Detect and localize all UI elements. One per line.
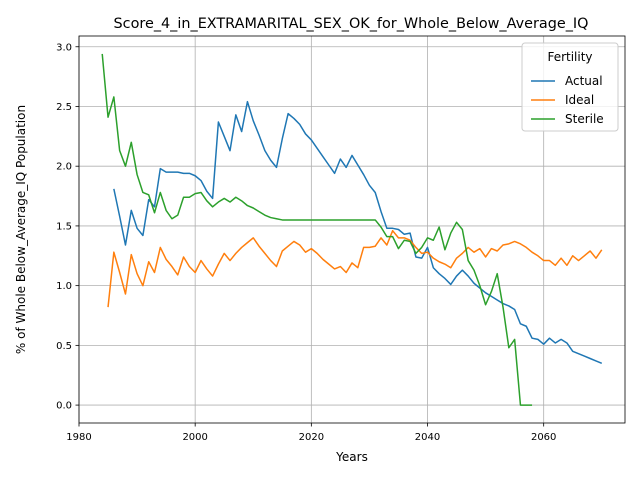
- legend-title: Fertility: [547, 50, 592, 64]
- series-line-sterile: [101, 53, 533, 406]
- y-tick-label: 0.5: [56, 341, 72, 352]
- y-tick-label: 3.0: [56, 42, 72, 53]
- legend-label-sterile: Sterile: [565, 112, 604, 126]
- plot-frame: [78, 35, 626, 424]
- y-tick-label: 1.0: [56, 281, 72, 292]
- legend-label-ideal: Ideal: [565, 93, 594, 107]
- y-tick-label: 2.5: [56, 102, 72, 113]
- series-line-actual: [113, 100, 603, 364]
- y-axis-ticks: 0.0 0.5 1.0 1.5 2.0 2.5 3.0: [56, 42, 79, 412]
- legend-items: Actual Ideal Sterile: [531, 74, 604, 126]
- series-lines: [101, 53, 603, 406]
- legend: Fertility Actual Ideal Sterile: [521, 42, 619, 132]
- y-tick-label: 0.0: [56, 401, 72, 412]
- series-line-ideal: [107, 229, 603, 308]
- legend-label-actual: Actual: [565, 74, 603, 88]
- legend-box: [521, 42, 619, 132]
- x-tick-label: 1980: [66, 432, 91, 443]
- y-axis-label: % of Whole Below_Average_IQ Population: [14, 105, 28, 354]
- x-tick-label: 2000: [182, 432, 207, 443]
- x-axis-ticks: 1980 2000 2020 2040 2060: [66, 423, 556, 443]
- x-axis-label: Years: [335, 450, 368, 464]
- y-tick-label: 1.5: [56, 221, 72, 232]
- chart-title: Score_4_in_EXTRAMARITAL_SEX_OK_for_Whole…: [114, 16, 589, 32]
- x-tick-label: 2060: [531, 432, 556, 443]
- y-tick-label: 2.0: [56, 162, 72, 173]
- x-tick-label: 2040: [415, 432, 440, 443]
- x-tick-label: 2020: [299, 432, 324, 443]
